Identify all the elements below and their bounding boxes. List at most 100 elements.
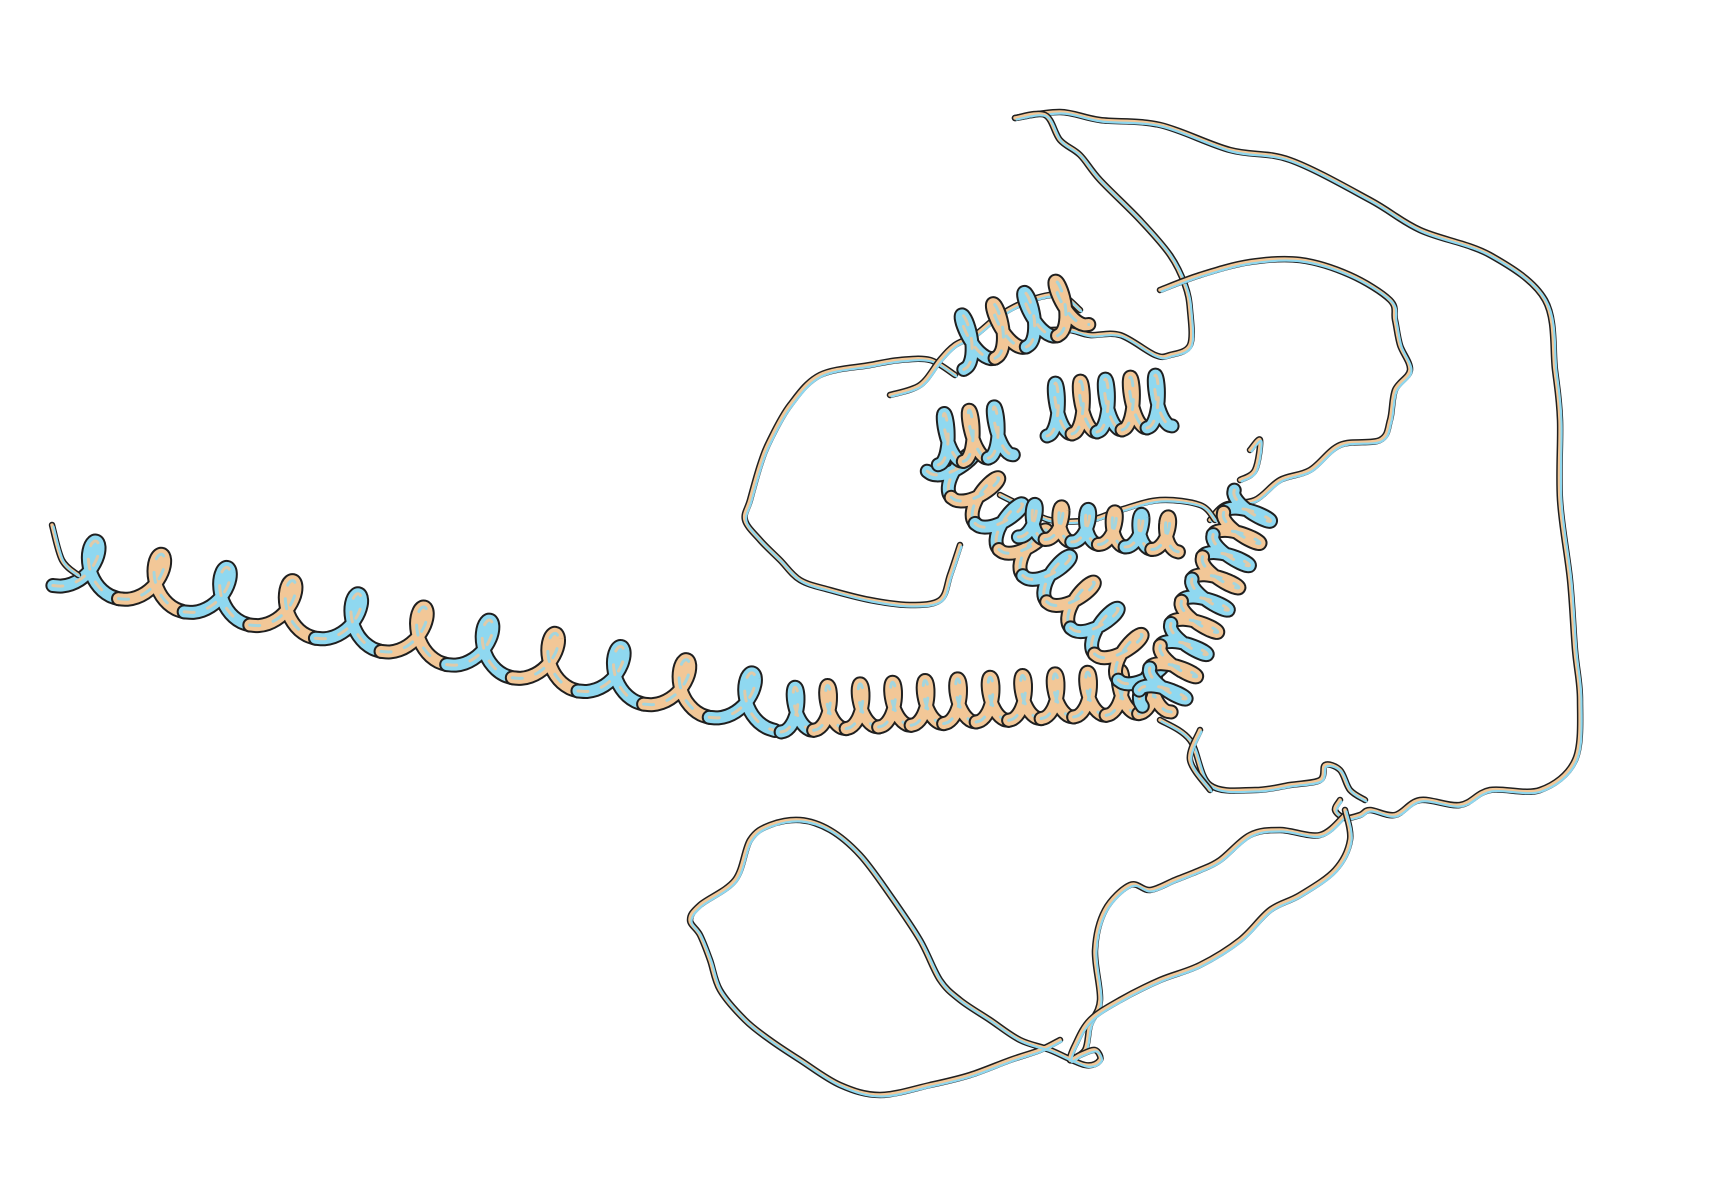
- helix-turn-mix: [1120, 375, 1149, 432]
- helix-turn-mix: [1039, 672, 1076, 721]
- helix-turn-mix: [510, 631, 580, 693]
- helix-turn-mix: [909, 679, 946, 727]
- coil-model-b: [1190, 730, 1213, 793]
- helix-turn-mix: [117, 552, 186, 614]
- helix-turn-mix: [248, 579, 317, 640]
- coil-model-b: [1070, 815, 1348, 1063]
- coil-model-b: [52, 525, 81, 578]
- helix-long-continuation: [773, 661, 1179, 740]
- helix-turn-mix: [1201, 533, 1251, 568]
- helix-mid-left: [930, 399, 1021, 473]
- coil-model-b: [1160, 720, 1368, 803]
- helix-turn-ribbon: [113, 548, 190, 618]
- coil-model-b: [690, 810, 1353, 1098]
- coil-model-b: [1240, 439, 1263, 483]
- helix-turn-mix: [1045, 580, 1096, 630]
- helix-central-diagonal: [919, 444, 1174, 714]
- coil-n-terminus: [48, 521, 82, 579]
- helix-turn-ribbon: [1066, 503, 1104, 550]
- helix-turn-ribbon: [244, 575, 321, 644]
- helix-right-vertical: [1131, 482, 1279, 707]
- helix-middle-horizontal: [1010, 496, 1186, 560]
- helix-upper-right: [1039, 367, 1180, 444]
- coil-left-loop: [741, 355, 964, 609]
- helix-turn-mix: [1007, 674, 1043, 722]
- helix-turn-mix: [936, 412, 965, 467]
- helix-turn-mix: [779, 685, 816, 734]
- helix-turn-mix: [961, 408, 990, 463]
- helix-turn-ribbon: [375, 601, 453, 671]
- helix-turn-mix: [1148, 644, 1199, 679]
- helix-turn-mix: [182, 565, 252, 627]
- helix-turn-mix: [642, 658, 711, 719]
- coil-model-a: [742, 356, 962, 607]
- helix-turn-ribbon: [638, 654, 715, 723]
- helix-turn-mix: [1070, 379, 1099, 436]
- helix-turn-mix: [1222, 488, 1273, 523]
- coil-upper-loop: [1011, 110, 1195, 361]
- helix-turn-mix: [1069, 606, 1120, 656]
- coil-bottom-loop: [686, 806, 1354, 1099]
- helix-turn-ribbon: [506, 627, 584, 697]
- helix-turn-mix: [1137, 666, 1188, 701]
- coil-model-a: [1158, 257, 1412, 522]
- helix-turn-mix: [997, 528, 1049, 578]
- coil-lower-right-strand: [1066, 811, 1349, 1064]
- helix-turn-ribbon: [1092, 506, 1131, 553]
- coil-model-a: [1068, 813, 1347, 1062]
- coil-model-b: [745, 359, 963, 608]
- helix-turn-ribbon: [309, 588, 387, 657]
- helix-turn-mix: [379, 605, 449, 667]
- helix-turn-mix: [1072, 670, 1108, 719]
- coil-outline: [741, 355, 964, 609]
- helix-turn-ribbon: [47, 535, 125, 605]
- helix-turn-mix: [576, 645, 646, 706]
- coil-model-b: [1015, 112, 1583, 821]
- coil-connector: [1156, 716, 1369, 804]
- helix-turn-mix: [1045, 381, 1074, 438]
- helix-turn-mix: [1093, 632, 1144, 682]
- helix-turn-ribbon: [1039, 501, 1078, 548]
- coil-model-b: [1160, 259, 1413, 523]
- coil-right-loop: [1156, 255, 1414, 524]
- helix-turn-mix: [1095, 377, 1124, 434]
- helix-turn-ribbon: [178, 561, 256, 631]
- helix-turn-mix: [942, 677, 978, 726]
- helix-turn-mix: [1211, 510, 1262, 546]
- helix-turn-ribbon: [1146, 511, 1184, 558]
- helix-turn-mix: [1190, 555, 1241, 590]
- helix-turn-mix: [1022, 290, 1060, 349]
- helix-turn-ribbon: [1119, 508, 1158, 555]
- coil-small-link: [1186, 726, 1214, 794]
- helix-turn-mix: [51, 539, 121, 601]
- coil-model-a: [1238, 437, 1262, 482]
- helix-turn-mix: [1053, 279, 1091, 338]
- helix-turn-mix: [877, 680, 913, 729]
- helix-long-n-terminal: [45, 533, 783, 738]
- coil-outline: [1066, 811, 1349, 1064]
- helix-turn-mix: [1021, 554, 1072, 604]
- helix-turn-ribbon: [441, 614, 518, 684]
- helix-turn-mix: [707, 671, 777, 732]
- helix-turn-mix: [844, 682, 881, 731]
- helix-turn-mix: [990, 302, 1028, 360]
- helix-turn-mix: [1169, 599, 1220, 634]
- helix-turn-mix: [959, 313, 997, 371]
- helix-top-small: [953, 273, 1097, 377]
- helix-turn-mix: [1158, 621, 1209, 657]
- coil-large-outer-loop: [1011, 108, 1584, 822]
- helix-turn-mix: [812, 684, 848, 732]
- helix-turn-mix: [974, 675, 1011, 724]
- helix-turn-mix: [986, 405, 1015, 460]
- helix-turn-mix: [313, 592, 383, 653]
- helix-turn-ribbon: [982, 401, 1019, 464]
- helix-turn-ribbon: [572, 641, 650, 710]
- helix-turn-mix: [445, 618, 514, 680]
- helix-turn-ribbon: [1012, 498, 1051, 545]
- helix-turn-mix: [1145, 373, 1174, 430]
- coil-right-hook: [1236, 436, 1264, 484]
- helix-turn-mix: [973, 502, 1025, 552]
- coil-model-b: [1015, 114, 1195, 360]
